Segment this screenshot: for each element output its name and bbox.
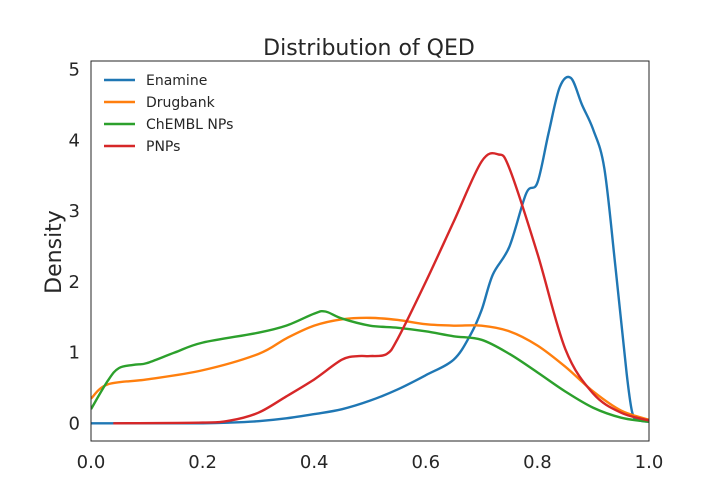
y-tick-label: 5 [69, 59, 80, 80]
x-tick-label: 0.4 [300, 452, 329, 473]
y-tick-label: 2 [69, 272, 80, 293]
y-tick-label: 3 [69, 201, 80, 222]
x-tick-label: 1.0 [635, 452, 664, 473]
y-tick-labels: 0 1 2 3 4 5 [69, 59, 80, 434]
x-tick-label: 0.6 [411, 452, 440, 473]
legend-entry: Drugbank [146, 95, 216, 111]
series-line-pnps [113, 151, 649, 425]
legend-entry: PNPs [146, 139, 180, 155]
series-line-chembl-nps [91, 309, 649, 424]
legend-entry: ChEMBL NPs [146, 117, 233, 133]
y-tick-label: 4 [69, 130, 80, 151]
series-line-drugbank [91, 316, 649, 421]
legend: Enamine Drugbank ChEMBL NPs PNPs [104, 73, 233, 155]
x-tick-labels: 0.0 0.2 0.4 0.6 0.8 1.0 [77, 452, 664, 473]
y-tick-label: 1 [69, 343, 80, 364]
series-line-enamine [91, 75, 649, 425]
chart-title: Distribution of QED [263, 36, 475, 61]
y-tick-label: 0 [69, 413, 80, 434]
x-tick-label: 0.0 [77, 452, 106, 473]
x-tick-label: 0.2 [188, 452, 217, 473]
legend-entry: Enamine [146, 73, 207, 89]
x-tick-label: 0.8 [523, 452, 552, 473]
plot-lines [91, 75, 649, 425]
plot-frame [90, 60, 650, 442]
y-axis-label: Density [42, 210, 67, 294]
